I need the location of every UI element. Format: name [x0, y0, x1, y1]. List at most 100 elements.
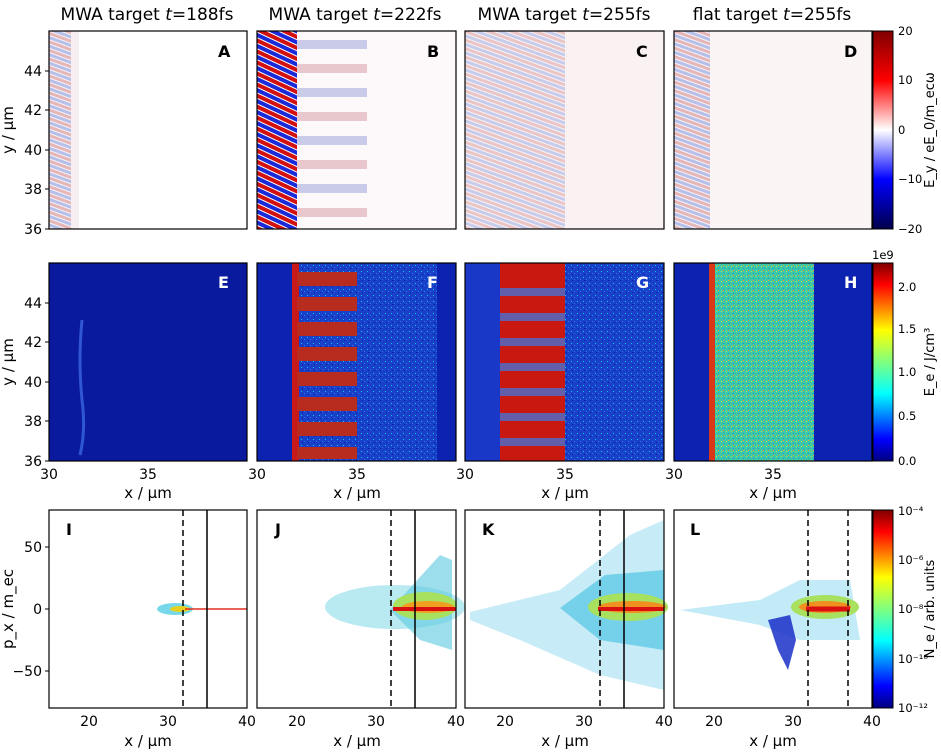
- panel-I-electron-core: [170, 606, 190, 612]
- row2-ytick-36: 36: [24, 454, 42, 470]
- panel-A-frame: [48, 30, 248, 230]
- xtick-L-40: 40: [863, 714, 881, 730]
- panel-K-frame: [464, 509, 665, 709]
- xlabel-H: x / μm: [749, 484, 797, 502]
- colorbar-Ee-tick-0.5: 0.5: [898, 409, 916, 423]
- panel-H-front-edge: [709, 263, 715, 461]
- panel-F: F: [256, 262, 457, 462]
- panel-C-scattered-field: [465, 31, 565, 229]
- panel-B-frame: [256, 30, 457, 230]
- colorbar-Ne-tick-1e-10: 10⁻¹⁰: [898, 652, 928, 666]
- panel-H-target: [710, 263, 814, 461]
- colorbar-Ee-tick-0.0: 0.0: [898, 454, 916, 468]
- panel-B-field-stripes: [297, 40, 367, 217]
- row2-ylabel: y / μm: [0, 338, 17, 386]
- panel-E-frame: [48, 262, 248, 462]
- xlabel-G: x / μm: [541, 484, 589, 502]
- panel-J-frame: [256, 509, 457, 709]
- row3-ylabel: p_x / m_ec: [0, 569, 18, 649]
- xtick-H-30: 30: [665, 467, 683, 483]
- colorbar-Ne-label: N_e / arb. units: [923, 559, 938, 658]
- panel-G: G: [464, 262, 665, 462]
- panel-G-hot-electrons: [565, 263, 664, 461]
- xtick-F-30: 30: [248, 467, 266, 483]
- panel-L-backward-electrons: [768, 615, 796, 670]
- panel-G-wire-gaps: [500, 288, 565, 446]
- panel-K: K: [464, 509, 668, 709]
- xtick-L-30: 30: [784, 714, 802, 730]
- xtick-K-30: 30: [575, 714, 593, 730]
- xtick-J-30: 30: [367, 714, 385, 730]
- colorbar-Ne: 10⁻⁴ 10⁻⁶ 10⁻⁸ 10⁻¹⁰ 10⁻¹² N_e / arb. un…: [872, 504, 938, 715]
- panel-L-label: L: [690, 520, 700, 539]
- panel-F-label: F: [427, 273, 438, 292]
- panel-F-wire-stripes: [297, 272, 357, 459]
- panel-C-label: C: [636, 42, 648, 61]
- column-title-1: MWA target t=188fs: [61, 5, 234, 25]
- panel-D: D: [673, 30, 873, 230]
- panel-A-fade: [71, 31, 79, 229]
- xtick-I-20: 20: [80, 714, 98, 730]
- panel-B-strong-field: [257, 31, 297, 229]
- xtick-H-35: 35: [764, 467, 782, 483]
- panel-H-label: H: [844, 273, 857, 292]
- colorbar-Ey-tick-m20: −20: [898, 222, 922, 236]
- row3-x-axis: 20 30 40 20 30 40 20 30 40 20 30 40 x / …: [80, 714, 881, 750]
- row3-ytick-0: 0: [33, 602, 42, 618]
- panel-L-electron-halo: [680, 580, 860, 640]
- xtick-E-35: 35: [139, 467, 157, 483]
- column-title-3: MWA target t=255fs: [478, 5, 651, 25]
- row1-y-axis: 36 38 40 42 44 y / μm: [0, 64, 49, 238]
- colorbar-Ey-tick-10: 10: [898, 73, 913, 87]
- row2-ytick-44: 44: [24, 296, 42, 312]
- panel-J-label: J: [274, 520, 281, 539]
- panel-I: I: [48, 509, 248, 709]
- panel-E-background: [49, 263, 247, 461]
- colorbar-Ne-gradient: [872, 509, 894, 709]
- colorbar-Ee-tick-1.0: 1.0: [898, 365, 916, 379]
- row3-ytick-m50: −50: [12, 664, 42, 680]
- panel-A: A: [48, 30, 248, 230]
- colorbar-Ey-tick-0: 0: [898, 123, 905, 137]
- panel-A-wavefront: [49, 31, 71, 229]
- xlabel-I: x / μm: [124, 732, 172, 750]
- row1-ytick-42: 42: [24, 103, 42, 119]
- xtick-J-20: 20: [288, 714, 306, 730]
- xlabel-J: x / μm: [333, 732, 381, 750]
- colorbar-Ne-tick-1e-12: 10⁻¹²: [898, 701, 928, 715]
- row1-ytick-38: 38: [24, 182, 42, 198]
- panel-G-label: G: [636, 273, 649, 292]
- row2-ytick-38: 38: [24, 414, 42, 430]
- colorbar-Ey: 20 10 0 −10 −20 E_y / eE_0/m_ecω: [872, 24, 938, 236]
- xlabel-L: x / μm: [749, 732, 797, 750]
- panel-D-label: D: [844, 42, 857, 61]
- panel-F-front-edge: [292, 263, 299, 461]
- row2-x-axis: 30 35 30 35 30 35 30 35 x / μm x / μm x …: [40, 467, 797, 502]
- panel-I-label: I: [66, 520, 72, 539]
- row1-ytick-36: 36: [24, 222, 42, 238]
- column-title-4: flat target t=255fs: [693, 5, 852, 25]
- colorbar-Ey-tick-m10: −10: [898, 172, 922, 186]
- colorbar-Ey-gradient: [872, 30, 894, 230]
- xlabel-E: x / μm: [124, 484, 172, 502]
- row3-ytick-50: 50: [24, 540, 42, 556]
- xlabel-K: x / μm: [541, 732, 589, 750]
- panel-G-frame: [464, 262, 665, 462]
- panel-K-label: K: [482, 520, 495, 539]
- colorbar-Ee-multiplier: 1e9: [872, 248, 894, 262]
- xtick-F-35: 35: [348, 467, 366, 483]
- xtick-L-20: 20: [705, 714, 723, 730]
- xtick-K-20: 20: [496, 714, 514, 730]
- panel-D-wavefront: [674, 31, 710, 229]
- xtick-I-30: 30: [159, 714, 177, 730]
- panel-E: E: [48, 262, 248, 462]
- colorbar-Ee-tick-2.0: 2.0: [898, 280, 916, 294]
- panel-B-label: B: [427, 42, 439, 61]
- row3-y-axis: 50 0 −50 p_x / m_ec: [0, 540, 49, 680]
- panel-L-frame: [673, 509, 873, 709]
- colorbar-Ee-gradient: [872, 262, 894, 462]
- xtick-I-40: 40: [238, 714, 256, 730]
- column-title-2: MWA target t=222fs: [269, 5, 442, 25]
- row2-y-axis: 36 38 40 42 44 y / μm: [0, 296, 49, 470]
- colorbar-Ee-tick-1.5: 1.5: [898, 322, 916, 336]
